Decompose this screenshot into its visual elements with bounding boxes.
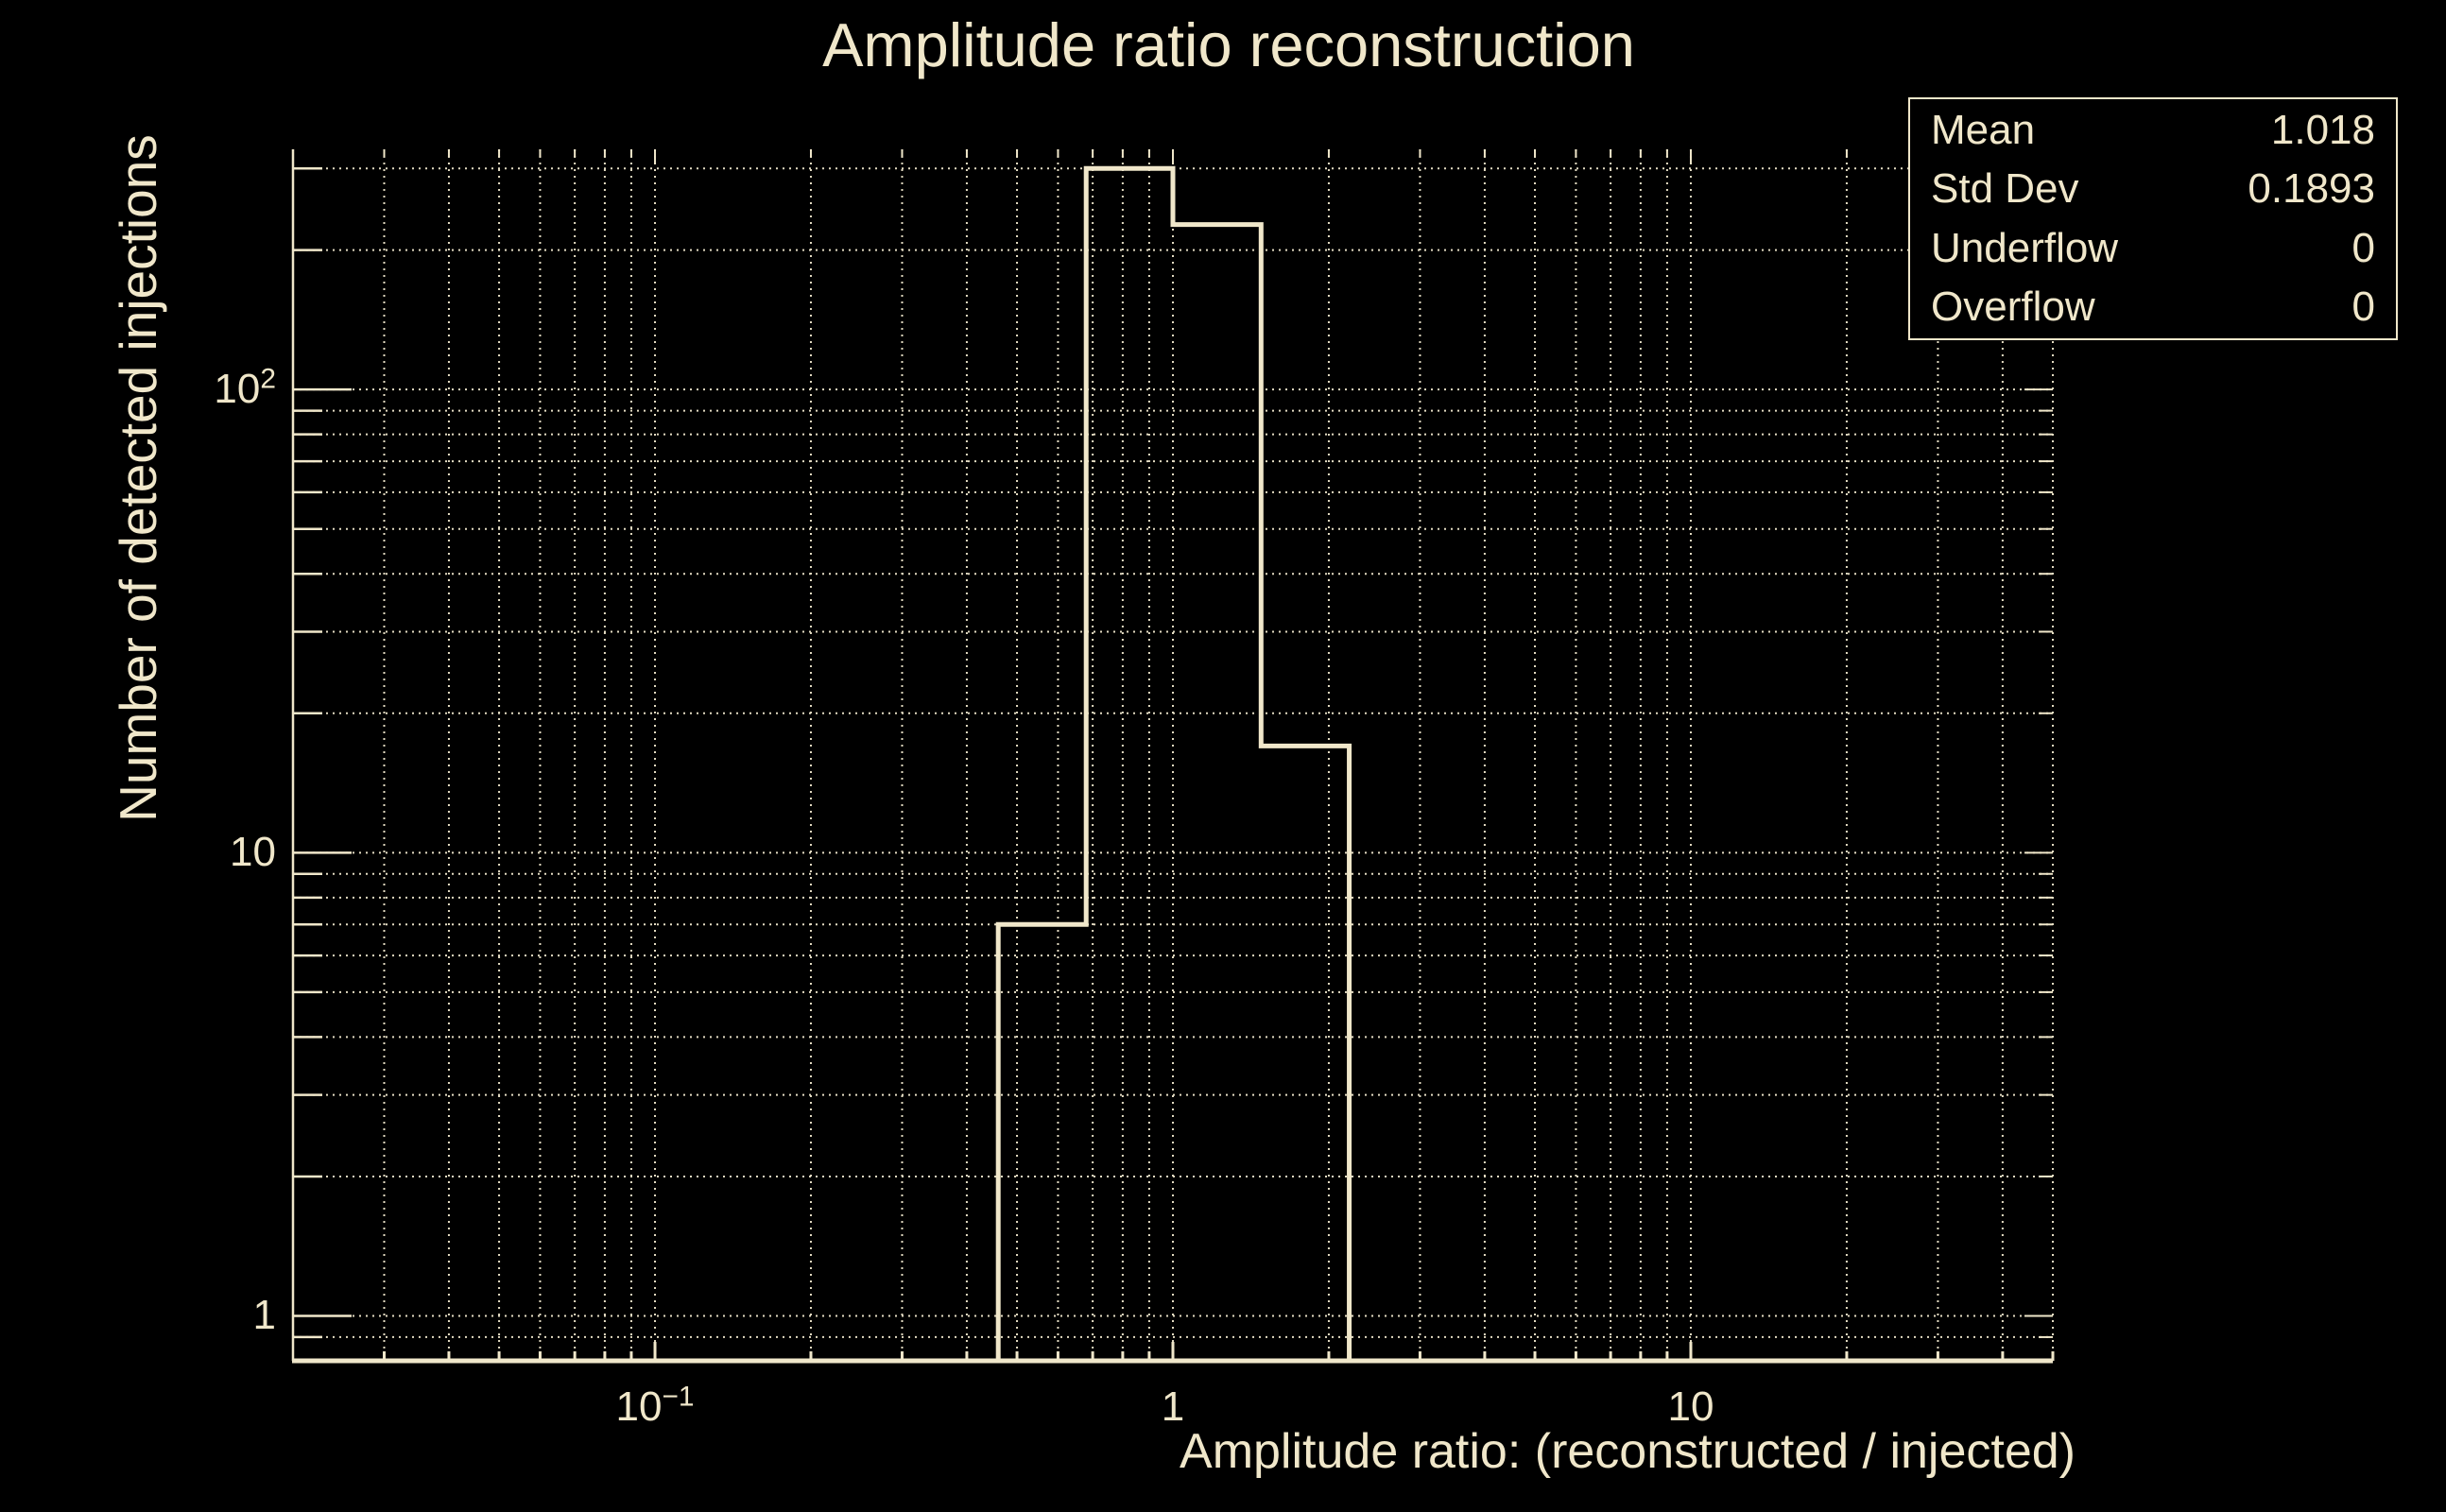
y-axis-title: Number of detected injections	[109, 134, 167, 822]
chart-title: Amplitude ratio reconstruction	[822, 10, 1635, 79]
stats-row: Underflow 0	[1931, 221, 2375, 276]
stats-box: Mean 1.018 Std Dev 0.1893 Underflow 0 Overflow…	[1908, 97, 2398, 340]
stats-label: Mean	[1931, 107, 2036, 154]
x-tick-label: 1	[1161, 1383, 1185, 1430]
stats-value: 0	[2351, 283, 2375, 330]
axis-ticks	[293, 149, 2055, 1361]
stats-label: Underflow	[1931, 224, 2119, 271]
stats-row: Overflow 0	[1931, 280, 2375, 335]
histogram-outline	[995, 165, 1352, 1361]
stats-row: Mean 1.018	[1931, 103, 2375, 158]
stats-row: Std Dev 0.1893	[1931, 162, 2375, 216]
stats-label: Std Dev	[1931, 165, 2079, 213]
y-tick-label: 102	[214, 363, 276, 413]
gridlines	[293, 149, 2054, 1361]
stats-value: 0	[2351, 224, 2375, 271]
y-tick-label: 1	[252, 1292, 276, 1339]
x-tick-label: 10−1	[615, 1381, 695, 1430]
stats-label: Overflow	[1931, 283, 2095, 330]
stats-value: 0.1893	[2248, 165, 2375, 213]
stats-value: 1.018	[2270, 107, 2375, 154]
axis-frame	[291, 149, 2053, 1364]
y-tick-label: 10	[230, 829, 276, 876]
x-tick-label: 10	[1667, 1383, 1714, 1430]
x-axis-title: Amplitude ratio: (reconstructed / inject…	[1180, 1424, 2076, 1479]
